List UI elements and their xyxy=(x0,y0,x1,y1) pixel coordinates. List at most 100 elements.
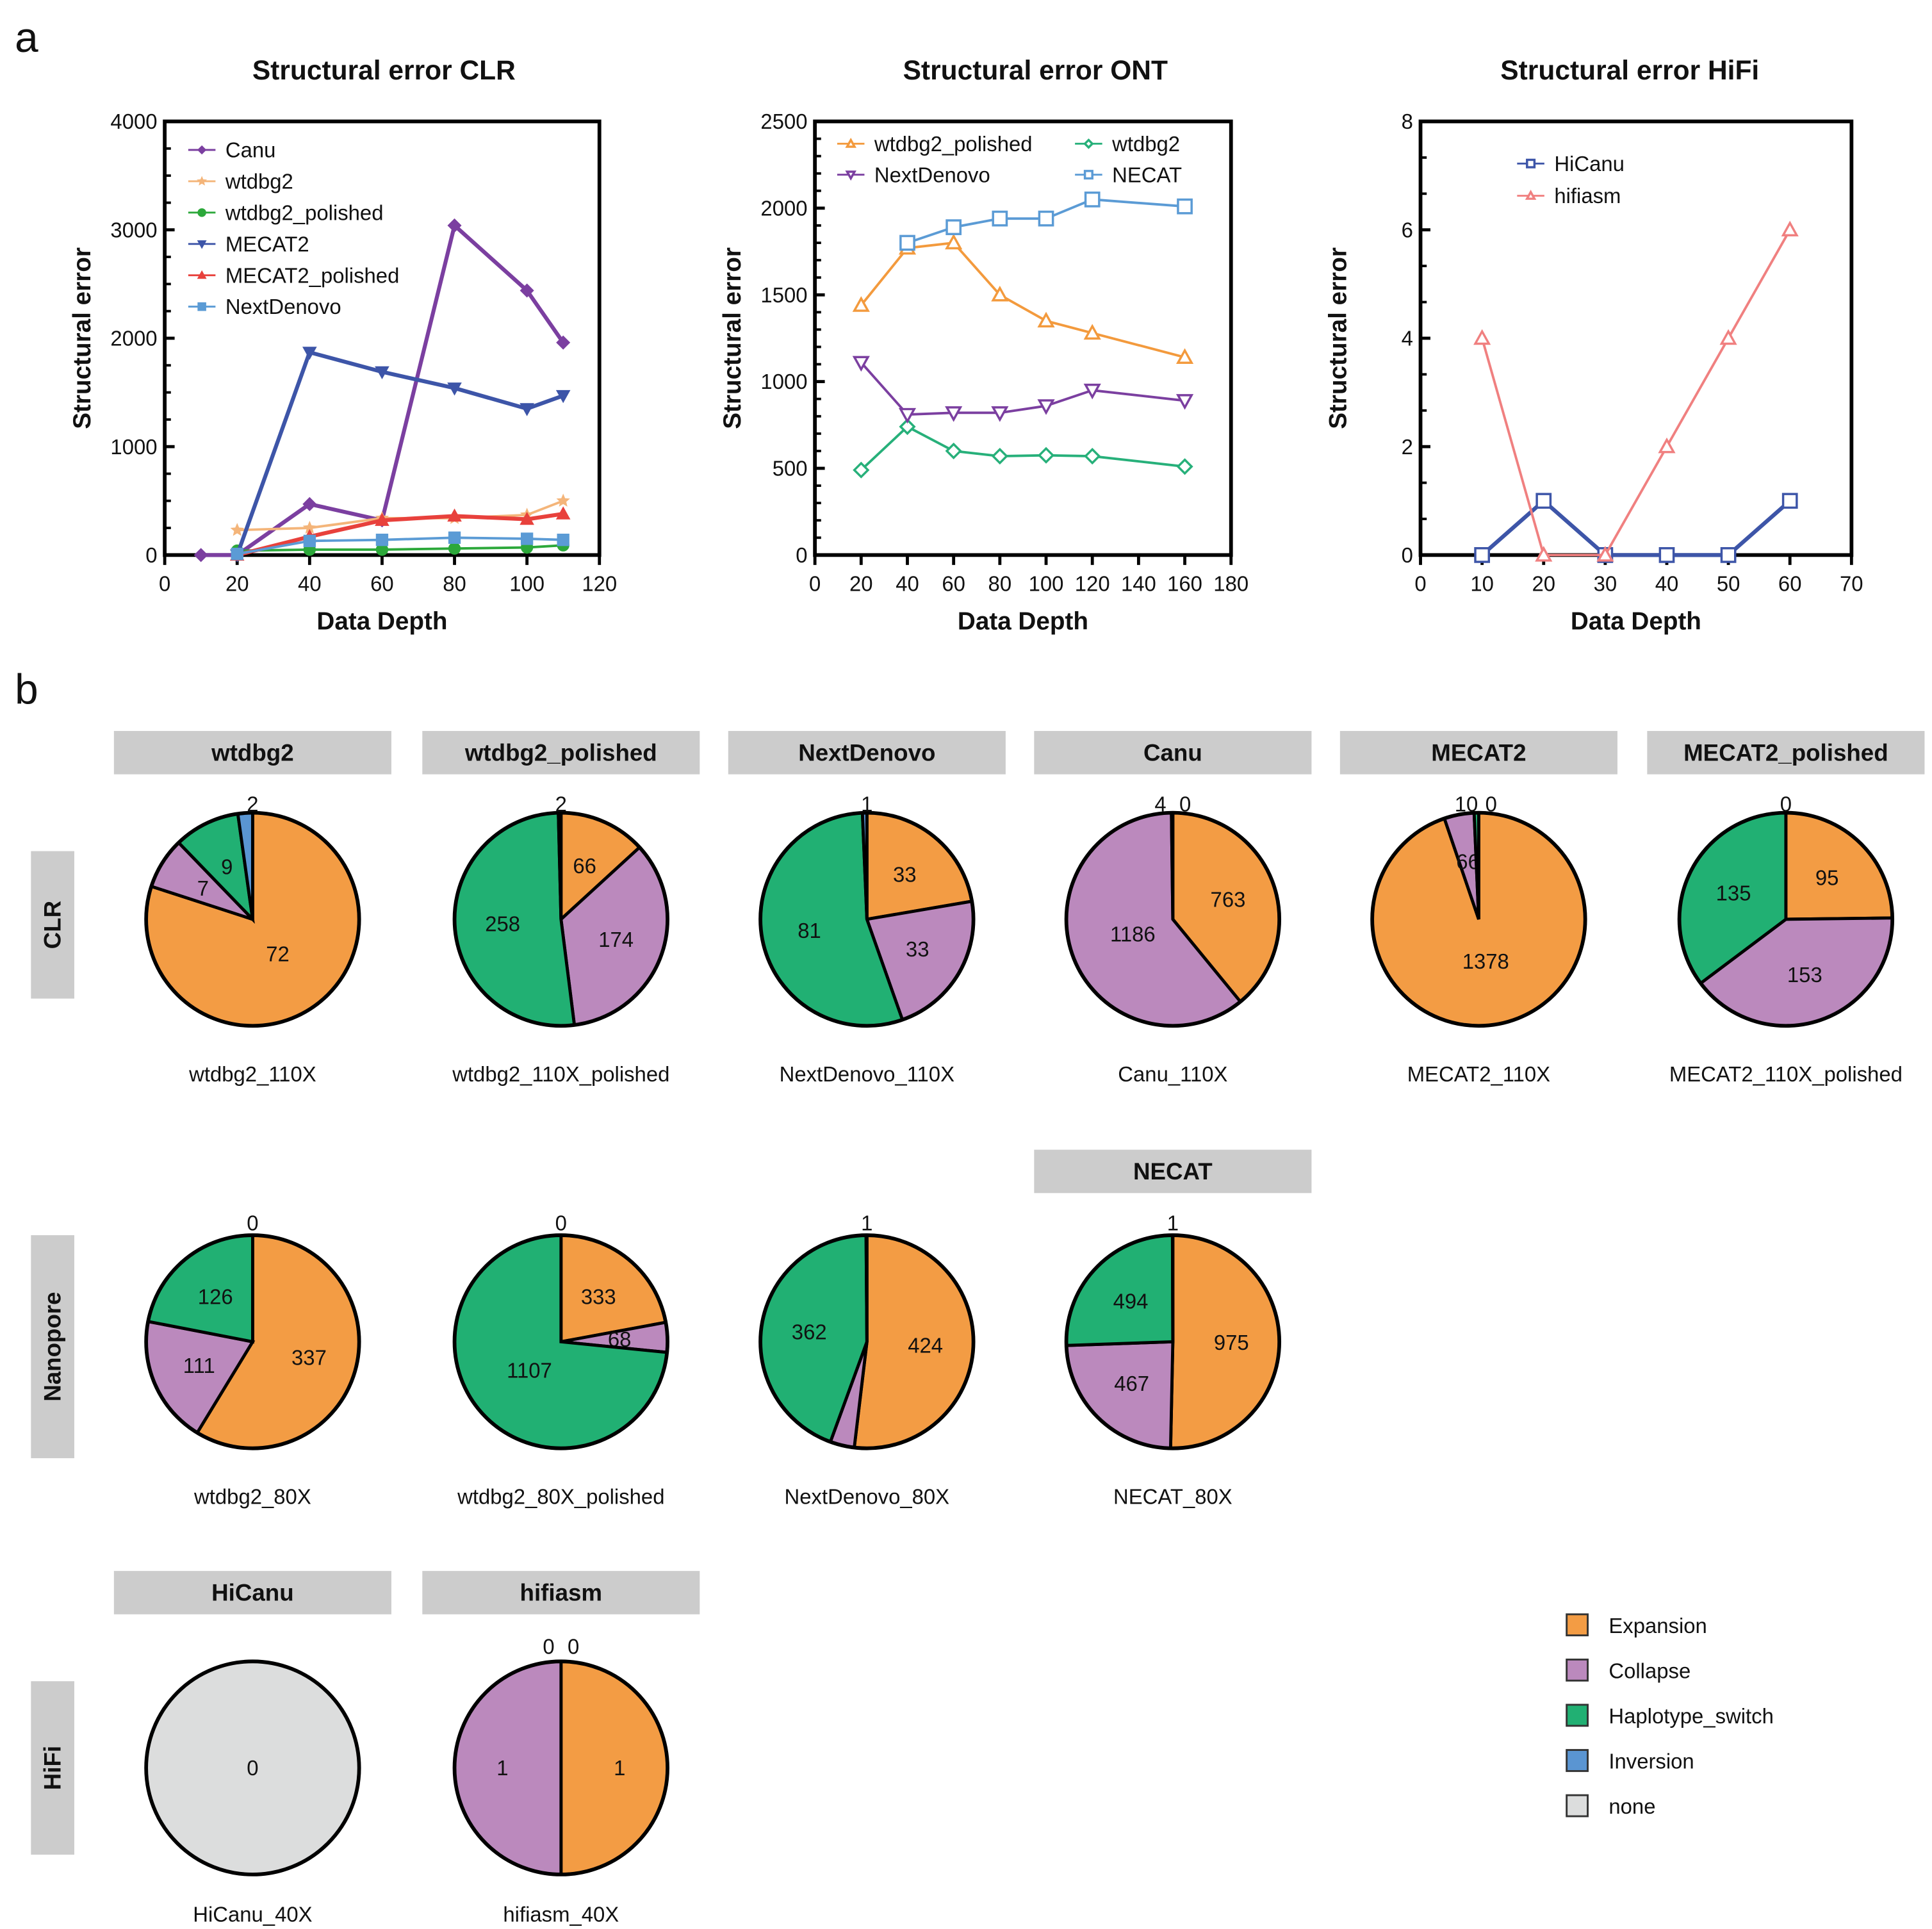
outside-slice-label: 0 xyxy=(247,1211,258,1235)
pie-outline xyxy=(1677,810,1895,1028)
outside-slice-label: 2 xyxy=(247,792,258,816)
outside-slice-label: 0 xyxy=(1179,792,1191,816)
data-point xyxy=(899,418,916,436)
legend-item: MECAT2_polished xyxy=(188,263,399,287)
pie-hifiasm-40x: hifiasm 1 1 0 0 hifiasm_40X xyxy=(422,1571,700,1926)
row-label: HiFi xyxy=(40,1746,66,1790)
series-nextdenovo xyxy=(231,531,569,561)
pie-caption: wtdbg2_110X_polished xyxy=(452,1062,669,1086)
legend-label: Inversion xyxy=(1609,1750,1694,1773)
pie-header: hifiasm xyxy=(520,1580,603,1606)
pie-header: MECAT2 xyxy=(1431,739,1526,766)
x-tick-label: 0 xyxy=(1414,571,1426,595)
data-point xyxy=(520,283,534,298)
data-point xyxy=(303,534,316,548)
pie-slice-inversion xyxy=(864,1233,869,1342)
series-line xyxy=(1480,229,1791,557)
pie-caption: wtdbg2_80X xyxy=(193,1485,311,1509)
legend-item-expansion: Expansion xyxy=(1566,1613,1707,1638)
pie-outline xyxy=(1064,810,1282,1028)
data-point xyxy=(945,233,963,250)
chart-title: Structural error ONT xyxy=(903,55,1168,86)
slice-label: 153 xyxy=(1787,963,1822,987)
legend-item: wtdbg2 xyxy=(1075,132,1180,156)
data-point xyxy=(1037,311,1055,328)
legend-item: NECAT xyxy=(1075,163,1182,186)
slice-label: 135 xyxy=(1716,882,1751,905)
x-tick-label: 100 xyxy=(509,571,544,595)
x-tick-label: 100 xyxy=(1029,571,1064,595)
outside-slice-label: 0 xyxy=(1780,792,1792,816)
slice-label: 126 xyxy=(198,1285,233,1308)
legend-label: Canu xyxy=(225,138,276,162)
x-tick-label: 10 xyxy=(1470,571,1494,595)
legend-marker-icon xyxy=(197,240,207,249)
data-point xyxy=(899,234,915,251)
x-tick-label: 60 xyxy=(942,571,965,595)
pie-caption: NextDenovo_110X xyxy=(780,1062,954,1086)
legend-label: Collapse xyxy=(1609,1659,1690,1682)
pie-slice-none xyxy=(144,1659,361,1876)
y-axis-title: Structural error xyxy=(69,247,96,429)
y-tick-label: 500 xyxy=(773,457,808,480)
data-point xyxy=(852,356,870,372)
data-point xyxy=(991,286,1009,302)
legend-label: wtdbg2_polished xyxy=(874,132,1033,156)
slice-label: 1 xyxy=(496,1756,508,1780)
data-point xyxy=(1175,394,1194,410)
series-line xyxy=(236,512,564,557)
outside-slice-label: 1 xyxy=(1167,1211,1179,1235)
data-point xyxy=(992,210,1008,227)
pie-header-strip xyxy=(113,1571,391,1614)
x-tick-label: 50 xyxy=(1717,571,1740,595)
pie-outline xyxy=(452,1659,669,1876)
data-point xyxy=(230,523,244,536)
x-tick-label: 40 xyxy=(298,571,322,595)
data-point xyxy=(447,508,462,522)
pie-header-strip xyxy=(728,730,1006,775)
legend-swatch-icon xyxy=(1566,1613,1589,1637)
data-point xyxy=(991,447,1008,465)
slice-label: 337 xyxy=(291,1346,327,1370)
data-point xyxy=(1083,324,1101,340)
data-point xyxy=(945,406,963,422)
legend-marker-icon xyxy=(197,302,206,311)
data-point xyxy=(302,347,317,360)
pie-slice-haplotype-switch xyxy=(1170,811,1175,919)
pie-caption: MECAT2_110X xyxy=(1407,1062,1550,1086)
pie-header-strip xyxy=(1034,730,1312,775)
y-axis-title: Structural error xyxy=(1325,247,1352,429)
legend-item: wtdbg2 xyxy=(188,170,293,193)
pie-header: Canu xyxy=(1143,739,1202,766)
data-point xyxy=(945,442,962,460)
pie-chart-grid: CLR wtdbg2 72 79 2 wtdbg2_110X wtdbg2_polished… xyxy=(31,730,1925,1926)
pie-header-strip xyxy=(1339,730,1617,775)
legend-item: NextDenovo xyxy=(188,295,341,318)
x-tick-label: 40 xyxy=(896,571,919,595)
legend-item: wtdbg2_polished xyxy=(188,201,383,224)
row-label: Nanopore xyxy=(40,1292,66,1401)
y-axis-title: Structural error xyxy=(719,247,746,429)
pie-nextdenovo-110x: NextDenovo 33 33 81 1 NextDenovo_110X xyxy=(728,730,1006,1086)
x-tick-label: 0 xyxy=(809,571,821,595)
data-point xyxy=(1083,383,1101,400)
pie-header-strip xyxy=(422,1571,700,1614)
series-necat xyxy=(899,191,1193,251)
legend-swatch-icon xyxy=(1566,1703,1589,1727)
pie-outline xyxy=(758,810,976,1028)
y-tick-label: 0 xyxy=(1402,543,1413,567)
x-tick-label: 20 xyxy=(225,571,249,595)
pie-outline xyxy=(144,1233,361,1450)
slice-label: 33 xyxy=(906,937,929,961)
pie-header: NECAT xyxy=(1133,1158,1213,1185)
legend-marker-icon xyxy=(845,137,856,148)
pie-caption: NextDenovo_80X xyxy=(785,1485,950,1509)
x-tick-label: 0 xyxy=(159,571,170,595)
series-hicanu xyxy=(1474,493,1798,563)
data-point xyxy=(1658,546,1675,563)
pie-header: HiCanu xyxy=(211,1580,293,1606)
data-point xyxy=(302,497,317,511)
data-point xyxy=(852,296,870,312)
series-wtdbg2-polished xyxy=(852,233,1194,364)
